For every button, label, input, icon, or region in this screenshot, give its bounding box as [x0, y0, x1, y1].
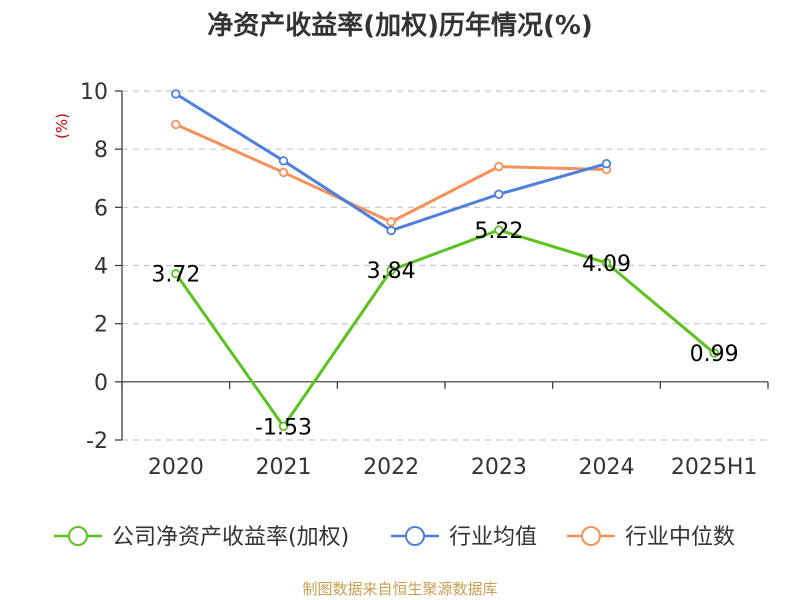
- y-tick-label: 8: [94, 138, 108, 163]
- data-point[interactable]: [494, 189, 504, 199]
- legend-item-1[interactable]: 行业均值: [391, 525, 537, 550]
- data-point[interactable]: [278, 167, 289, 178]
- series-line-1: [175, 92, 607, 233]
- data-point[interactable]: [494, 225, 504, 235]
- data-label: 3.84: [367, 259, 416, 284]
- y-axis-unit: (%): [53, 113, 71, 139]
- data-point[interactable]: [601, 258, 612, 268]
- legend[interactable]: 公司净资产收益率(加权) 行业均值 行业中位数: [54, 525, 735, 550]
- source-note: 制图数据来自恒生聚源数据库: [302, 580, 497, 598]
- series-line-0: [174, 228, 716, 428]
- x-tick-label: 2023: [471, 455, 527, 480]
- legend-label: 行业均值: [449, 525, 537, 550]
- legend-item-0[interactable]: 公司净资产收益率(加权): [54, 525, 349, 550]
- data-point[interactable]: [709, 348, 719, 358]
- data-point[interactable]: [601, 159, 612, 169]
- data-point[interactable]: [278, 421, 289, 432]
- data-point[interactable]: [386, 265, 396, 275]
- data-labels: 3.72 -1.53 3.84 5.22 4.09 0.99: [151, 219, 738, 440]
- data-point[interactable]: [171, 268, 181, 279]
- x-tick-labels: 2020 2021 2022 2023 2024 2025H1: [148, 455, 758, 480]
- chart-title: 净资产收益率(加权)历年情况(%): [207, 10, 593, 41]
- data-label: 5.22: [474, 219, 523, 244]
- legend-marker: [581, 526, 601, 546]
- x-tick-label: 2024: [579, 455, 635, 480]
- data-point[interactable]: [171, 119, 181, 130]
- y-tick-labels: -2 0 2 4 6 8 10: [80, 80, 108, 454]
- y-tick-label: 10: [80, 80, 108, 105]
- legend-label: 公司净资产收益率(加权): [112, 525, 349, 550]
- x-tick-label: 2020: [148, 455, 204, 480]
- data-label: -1.53: [255, 415, 312, 440]
- axes: [115, 90, 769, 441]
- data-point[interactable]: [171, 89, 181, 99]
- legend-marker: [68, 526, 88, 546]
- data-point[interactable]: [386, 217, 396, 227]
- x-tick-label: 2021: [256, 455, 312, 480]
- data-point[interactable]: [494, 161, 504, 172]
- grid-lines: [122, 90, 768, 441]
- y-tick-label: -2: [86, 429, 108, 454]
- data-label: 0.99: [690, 342, 739, 367]
- series-group: [171, 89, 719, 432]
- y-tick-label: 0: [94, 371, 108, 396]
- x-tick-label: 2022: [363, 455, 419, 480]
- x-tick-label: 2025H1: [671, 455, 758, 480]
- legend-marker: [405, 526, 425, 546]
- data-label: 3.72: [151, 263, 200, 288]
- data-point[interactable]: [386, 225, 396, 236]
- y-tick-label: 2: [94, 313, 108, 338]
- data-point[interactable]: [278, 156, 289, 166]
- y-tick-label: 6: [94, 196, 108, 221]
- data-label: 4.09: [582, 252, 631, 277]
- legend-item-2[interactable]: 行业中位数: [567, 525, 735, 550]
- y-tick-label: 4: [94, 255, 108, 280]
- legend-label: 行业中位数: [625, 525, 735, 550]
